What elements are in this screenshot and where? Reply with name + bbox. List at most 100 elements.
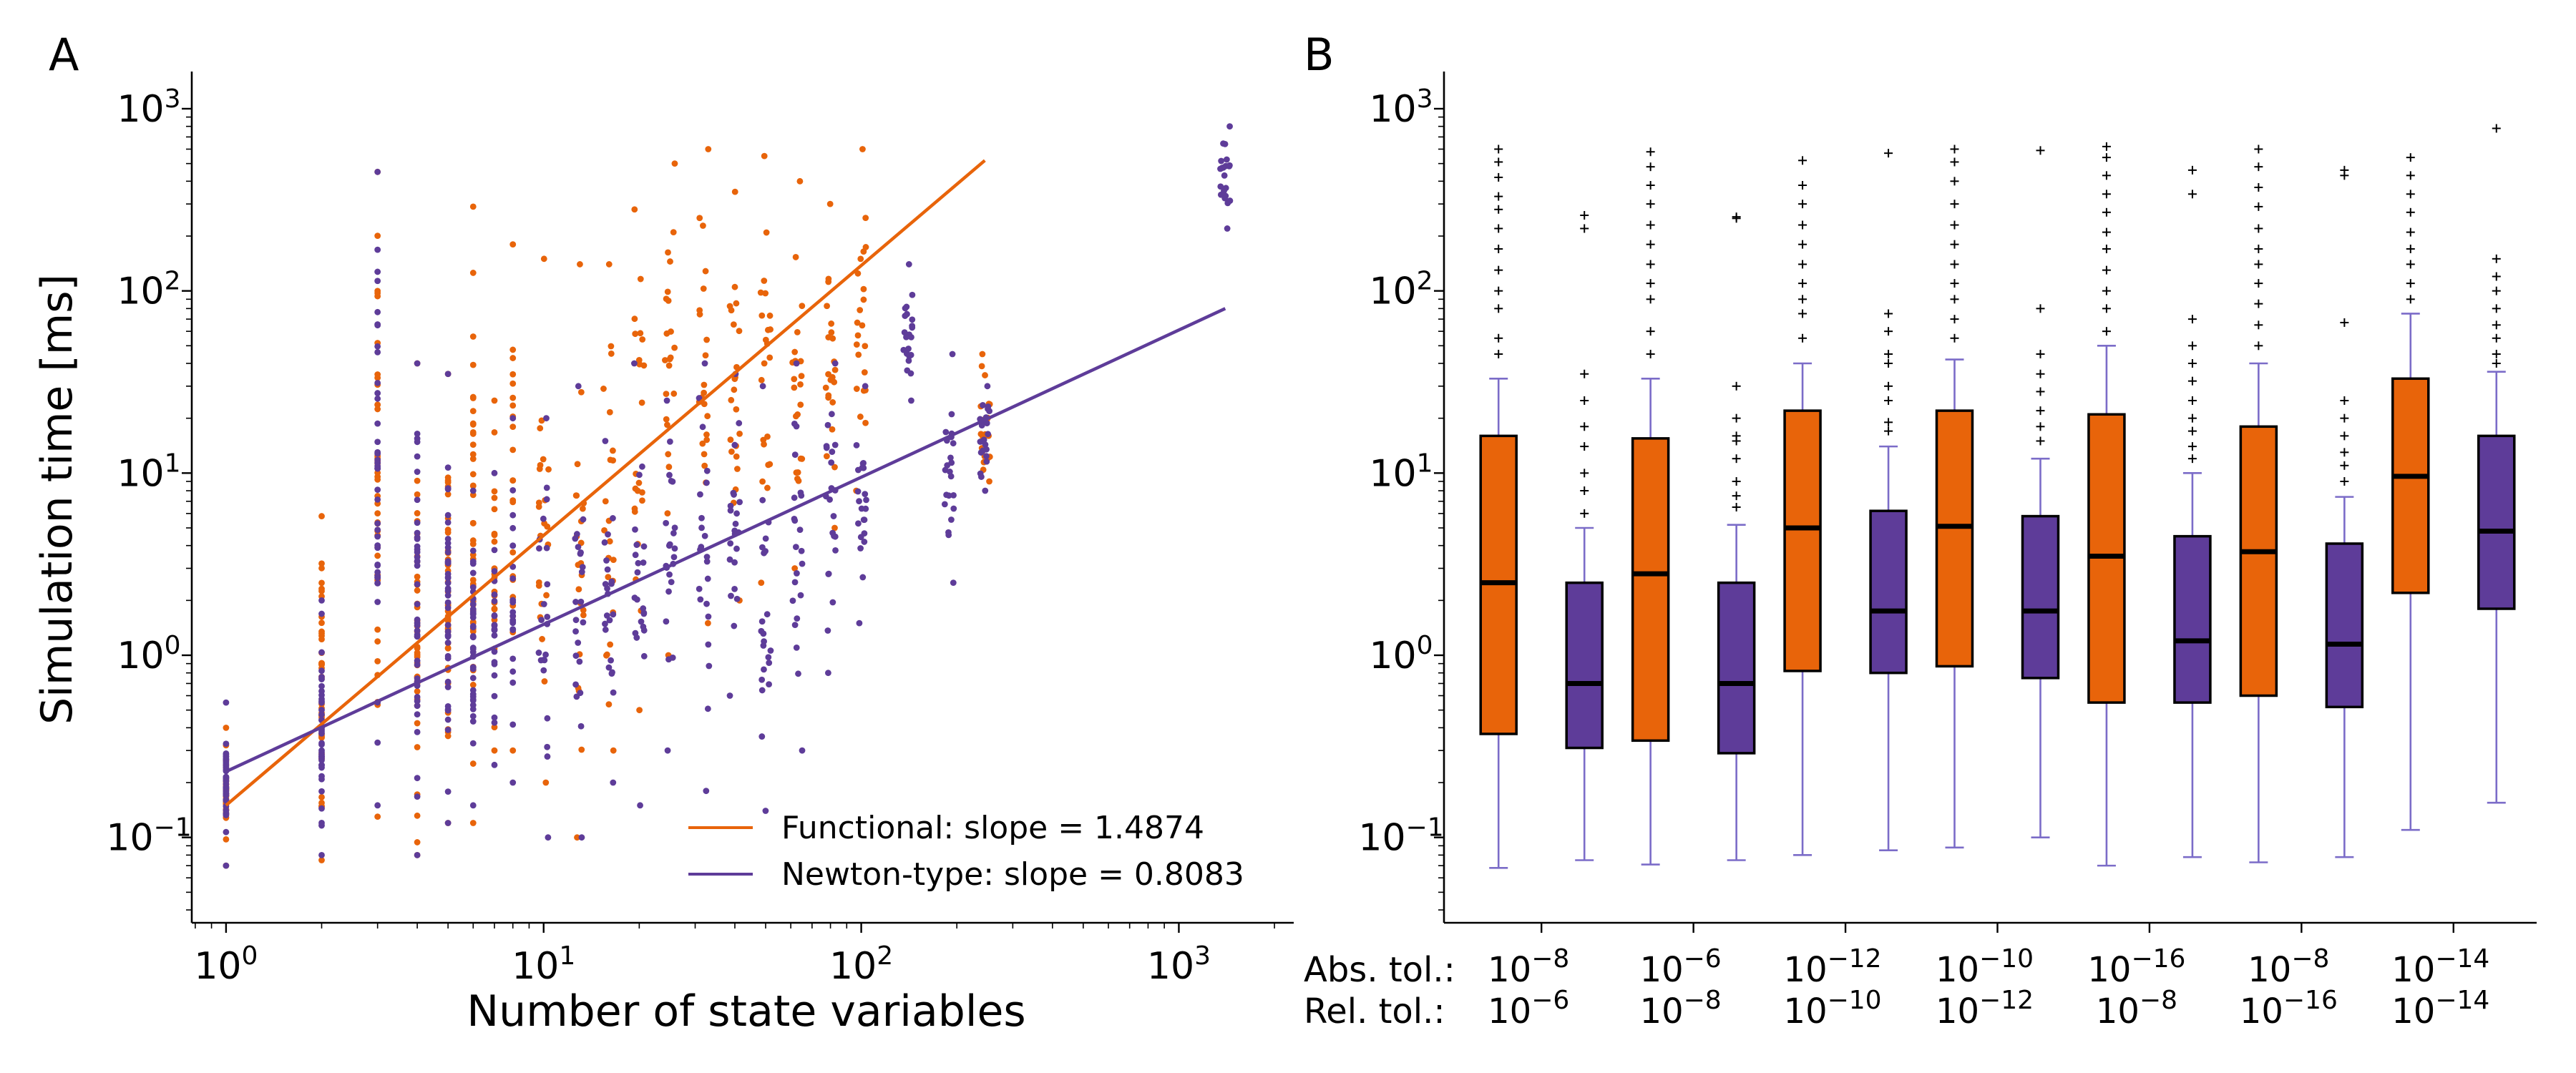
y-tick-label: 100: [117, 631, 180, 677]
point-newton: [765, 654, 772, 661]
box-iqr: [2239, 425, 2278, 697]
flier: [2187, 190, 2197, 199]
point-newton: [444, 684, 452, 690]
point-newton: [731, 559, 738, 566]
point-functional: [374, 374, 381, 381]
flier: [1494, 304, 1503, 313]
point-newton: [980, 436, 987, 444]
point-functional: [702, 352, 709, 359]
point-newton: [797, 489, 804, 496]
point-functional: [509, 477, 517, 484]
point-newton: [318, 730, 325, 737]
point-newton: [414, 534, 421, 541]
point-newton: [318, 649, 325, 656]
point-newton: [444, 726, 452, 733]
point-newton: [223, 828, 230, 836]
flier: [1580, 509, 1589, 518]
point-functional: [318, 560, 325, 567]
point-functional: [862, 215, 869, 222]
point-newton: [669, 654, 676, 661]
flier: [2406, 153, 2415, 162]
point-newton: [318, 610, 325, 617]
point-newton: [572, 681, 579, 688]
point-newton: [909, 316, 916, 323]
scatter-column: [1217, 123, 1234, 232]
point-newton: [860, 459, 867, 466]
x-tick-label: 102: [829, 941, 893, 988]
point-newton: [1226, 123, 1233, 130]
flier: [2102, 286, 2111, 295]
y-tick-label: 103: [1369, 84, 1433, 131]
scatter-column: [900, 261, 916, 404]
point-functional: [374, 552, 381, 559]
flier: [1494, 192, 1503, 201]
point-newton: [469, 740, 477, 747]
point-functional: [318, 564, 325, 572]
point-functional: [728, 396, 735, 403]
point-newton: [374, 449, 381, 456]
legend-label-functional: Functional: slope = 1.4874: [781, 810, 1204, 846]
point-functional: [541, 678, 548, 685]
point-functional: [860, 296, 867, 303]
flier: [1950, 333, 1959, 343]
point-newton: [444, 788, 452, 795]
point-newton: [572, 628, 579, 635]
point-functional: [794, 328, 801, 335]
point-newton: [610, 515, 616, 521]
point-newton: [575, 640, 582, 646]
point-functional: [414, 573, 421, 580]
point-newton: [509, 599, 517, 606]
point-newton: [509, 668, 517, 675]
point-newton: [826, 496, 833, 503]
point-newton: [491, 672, 498, 679]
scatter-column: [414, 360, 421, 858]
point-functional: [758, 376, 765, 383]
point-functional: [491, 428, 498, 436]
point-newton: [540, 667, 547, 674]
point-functional: [577, 388, 585, 396]
flier: [2492, 333, 2501, 343]
point-newton: [414, 546, 421, 553]
point-newton: [444, 592, 452, 599]
point-functional: [766, 461, 774, 468]
point-newton: [540, 515, 547, 522]
point-newton: [414, 529, 421, 536]
point-functional: [414, 839, 421, 846]
point-functional: [414, 720, 421, 727]
point-functional: [731, 188, 738, 195]
point-newton: [414, 430, 421, 437]
point-newton: [444, 655, 452, 662]
y-tick-label: 100: [1369, 631, 1433, 677]
flier: [2254, 144, 2263, 154]
flier: [1494, 205, 1503, 214]
flier: [1580, 422, 1589, 431]
point-functional: [670, 229, 677, 236]
point-newton: [444, 716, 452, 723]
flier: [2406, 244, 2415, 253]
y-tick-label: 10−1: [1358, 813, 1443, 860]
point-functional: [791, 376, 798, 383]
box-iqr: [1869, 509, 1908, 675]
point-newton: [374, 268, 381, 275]
point-newton: [544, 753, 551, 760]
abs-tol-row-label: Abs. tol.:: [1304, 950, 1455, 990]
abs-tol-value: 10−10: [1936, 944, 2034, 990]
point-newton: [728, 592, 734, 599]
point-newton: [1220, 140, 1226, 147]
panel-a-scatter: A 10−1 100 101 102 103 100 101 102 103 Number of…: [32, 29, 1294, 1037]
point-newton: [670, 554, 678, 561]
legend: Functional: slope = 1.4874 Newton-type: …: [688, 810, 1244, 893]
point-functional: [509, 241, 517, 248]
point-functional: [861, 369, 868, 376]
point-newton: [736, 499, 743, 506]
point-functional: [444, 491, 452, 498]
point-functional: [632, 330, 639, 338]
flier: [1798, 200, 1807, 209]
point-newton: [831, 360, 839, 367]
point-functional: [736, 430, 743, 437]
point-newton: [664, 747, 671, 754]
point-newton: [509, 679, 517, 686]
abs-tol-value: 10−8: [2248, 944, 2329, 990]
point-functional: [509, 371, 517, 378]
point-newton: [731, 441, 738, 449]
